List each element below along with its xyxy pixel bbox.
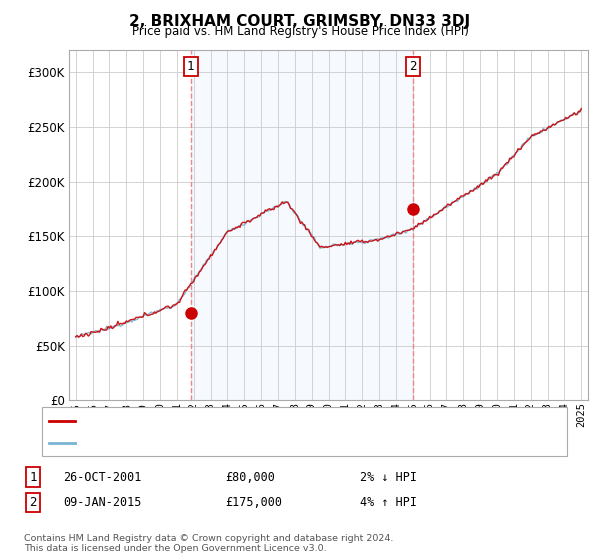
Text: £175,000: £175,000 <box>225 496 282 509</box>
Text: 09-JAN-2015: 09-JAN-2015 <box>63 496 142 509</box>
Text: 2: 2 <box>29 496 37 509</box>
Text: 1: 1 <box>29 470 37 484</box>
Text: 1: 1 <box>187 60 194 73</box>
Text: 26-OCT-2001: 26-OCT-2001 <box>63 470 142 484</box>
Text: £80,000: £80,000 <box>225 470 275 484</box>
Bar <box>191 50 413 400</box>
Text: Contains HM Land Registry data © Crown copyright and database right 2024.
This d: Contains HM Land Registry data © Crown c… <box>24 534 394 553</box>
Text: HPI: Average price, detached house, North East Lincolnshire: HPI: Average price, detached house, Nort… <box>79 437 415 447</box>
Text: 2, BRIXHAM COURT, GRIMSBY, DN33 3DJ (detached house): 2, BRIXHAM COURT, GRIMSBY, DN33 3DJ (det… <box>79 416 406 426</box>
Text: Price paid vs. HM Land Registry's House Price Index (HPI): Price paid vs. HM Land Registry's House … <box>131 25 469 38</box>
Text: 2% ↓ HPI: 2% ↓ HPI <box>360 470 417 484</box>
Text: 2, BRIXHAM COURT, GRIMSBY, DN33 3DJ: 2, BRIXHAM COURT, GRIMSBY, DN33 3DJ <box>130 14 470 29</box>
Text: 2: 2 <box>410 60 417 73</box>
Text: 4% ↑ HPI: 4% ↑ HPI <box>360 496 417 509</box>
